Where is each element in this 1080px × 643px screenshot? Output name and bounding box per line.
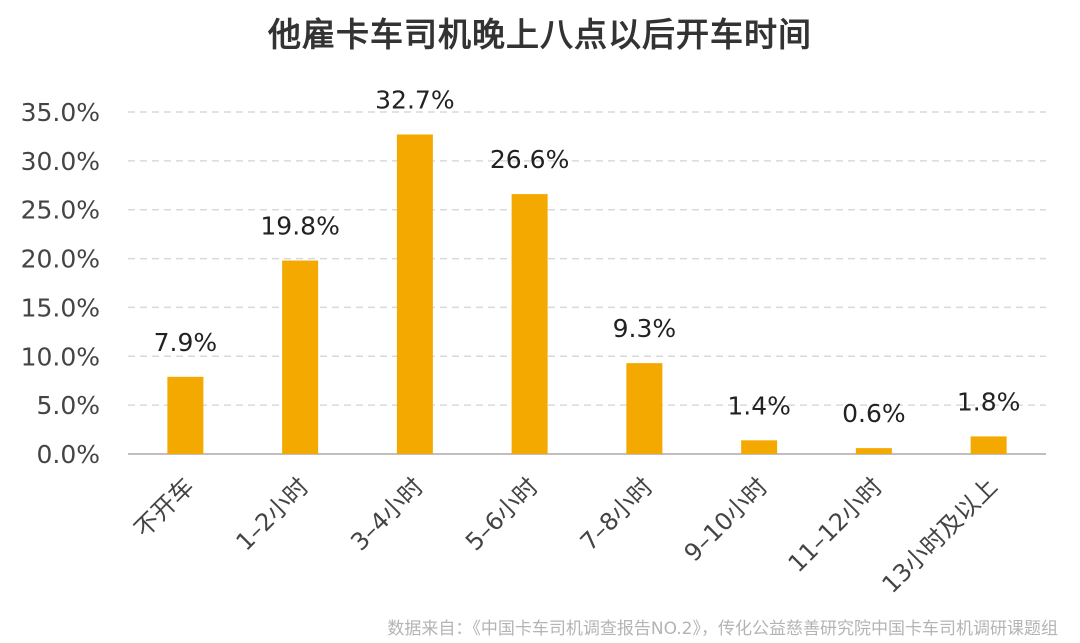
bar xyxy=(282,260,319,454)
x-tick-label: 11–12小时 xyxy=(783,472,888,577)
data-label: 26.6% xyxy=(490,145,569,174)
bar xyxy=(396,134,433,454)
bar xyxy=(855,448,892,454)
x-tick-label: 3–4小时 xyxy=(345,472,429,556)
x-tick-label: 13小时及以上 xyxy=(877,472,1003,598)
y-tick-label: 0.0% xyxy=(36,440,100,469)
y-tick-label: 30.0% xyxy=(21,147,100,176)
y-tick-label: 10.0% xyxy=(21,342,100,371)
y-tick-label: 20.0% xyxy=(21,245,100,274)
bar xyxy=(741,440,778,454)
y-tick-label: 25.0% xyxy=(21,196,100,225)
x-tick-label: 不开车 xyxy=(129,472,200,543)
bar xyxy=(626,363,663,454)
source-note: 数据来自：《中国卡车司机调查报告NO.2》，传化公益慈善研究院中国卡车司机调研课… xyxy=(387,619,1058,639)
data-label: 9.3% xyxy=(613,314,677,343)
y-tick-label: 5.0% xyxy=(36,391,100,420)
bar xyxy=(167,376,204,454)
x-tick-label: 1–2小时 xyxy=(231,472,315,556)
bar xyxy=(511,194,548,454)
y-tick-label: 35.0% xyxy=(21,98,100,127)
x-tick-label: 7–8小时 xyxy=(575,472,659,556)
x-tick-label: 9–10小时 xyxy=(679,472,774,567)
chart-title: 他雇卡车司机晚上八点以后开车时间 xyxy=(268,15,812,54)
x-tick-label: 5–6小时 xyxy=(460,472,544,556)
data-label: 0.6% xyxy=(842,399,906,428)
data-label: 19.8% xyxy=(260,212,339,241)
data-label: 1.8% xyxy=(957,387,1021,416)
y-tick-label: 15.0% xyxy=(21,293,100,322)
data-label: 7.9% xyxy=(154,328,218,357)
data-label: 32.7% xyxy=(375,85,454,114)
data-label: 1.4% xyxy=(727,391,791,420)
bar xyxy=(970,436,1007,454)
